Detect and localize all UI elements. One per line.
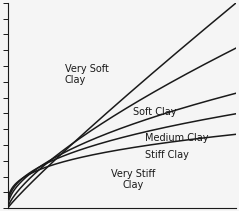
Text: Very Soft
Clay: Very Soft Clay — [65, 64, 109, 85]
Text: Stiff Clay: Stiff Clay — [145, 150, 189, 160]
Text: Very Stiff
Clay: Very Stiff Clay — [111, 169, 156, 190]
Text: Soft Clay: Soft Clay — [133, 107, 177, 117]
Text: Medium Clay: Medium Clay — [145, 133, 208, 143]
